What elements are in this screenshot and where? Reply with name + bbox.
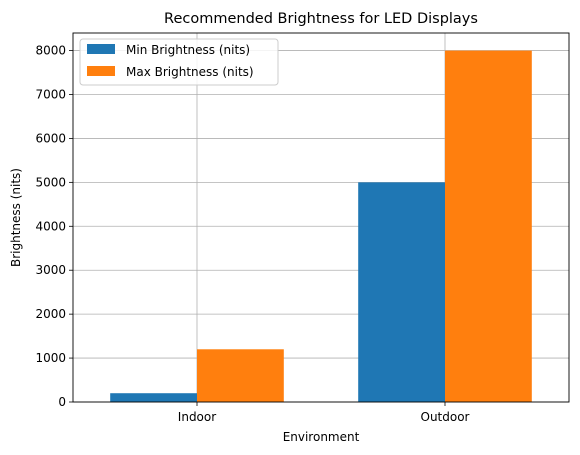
y-tick-label: 2000 [35, 307, 66, 321]
y-tick-label: 1000 [35, 351, 66, 365]
y-tick-label: 5000 [35, 175, 66, 189]
bar-min-indoor [110, 393, 197, 402]
y-tick-label: 0 [58, 395, 66, 409]
legend-swatch-max [87, 66, 115, 76]
bar-min-outdoor [358, 182, 445, 402]
y-axis-label: Brightness (nits) [9, 168, 23, 267]
bar-max-indoor [197, 349, 284, 402]
legend-swatch-min [87, 44, 115, 54]
legend: Min Brightness (nits) Max Brightness (ni… [79, 38, 279, 86]
y-tick-label: 7000 [35, 88, 66, 102]
x-axis-label: Environment [283, 430, 360, 444]
plot-frame [72, 32, 570, 403]
y-tick-label: 4000 [35, 219, 66, 233]
x-axis: Indoor Outdoor [178, 402, 470, 424]
y-tick-label: 8000 [35, 44, 66, 58]
y-tick-label: 6000 [35, 131, 66, 145]
x-tick-label-indoor: Indoor [178, 410, 216, 424]
x-tick-label-outdoor: Outdoor [421, 410, 470, 424]
legend-label-min: Min Brightness (nits) [126, 43, 250, 57]
bar-max-outdoor [445, 50, 532, 402]
chart-title: Recommended Brightness for LED Displays [164, 11, 478, 27]
y-axis: 0 1000 2000 3000 4000 5000 6000 7000 8000 [35, 44, 73, 409]
legend-label-max: Max Brightness (nits) [126, 65, 254, 79]
y-tick-label: 3000 [35, 263, 66, 277]
bars [110, 50, 532, 402]
legend-box [79, 38, 279, 86]
